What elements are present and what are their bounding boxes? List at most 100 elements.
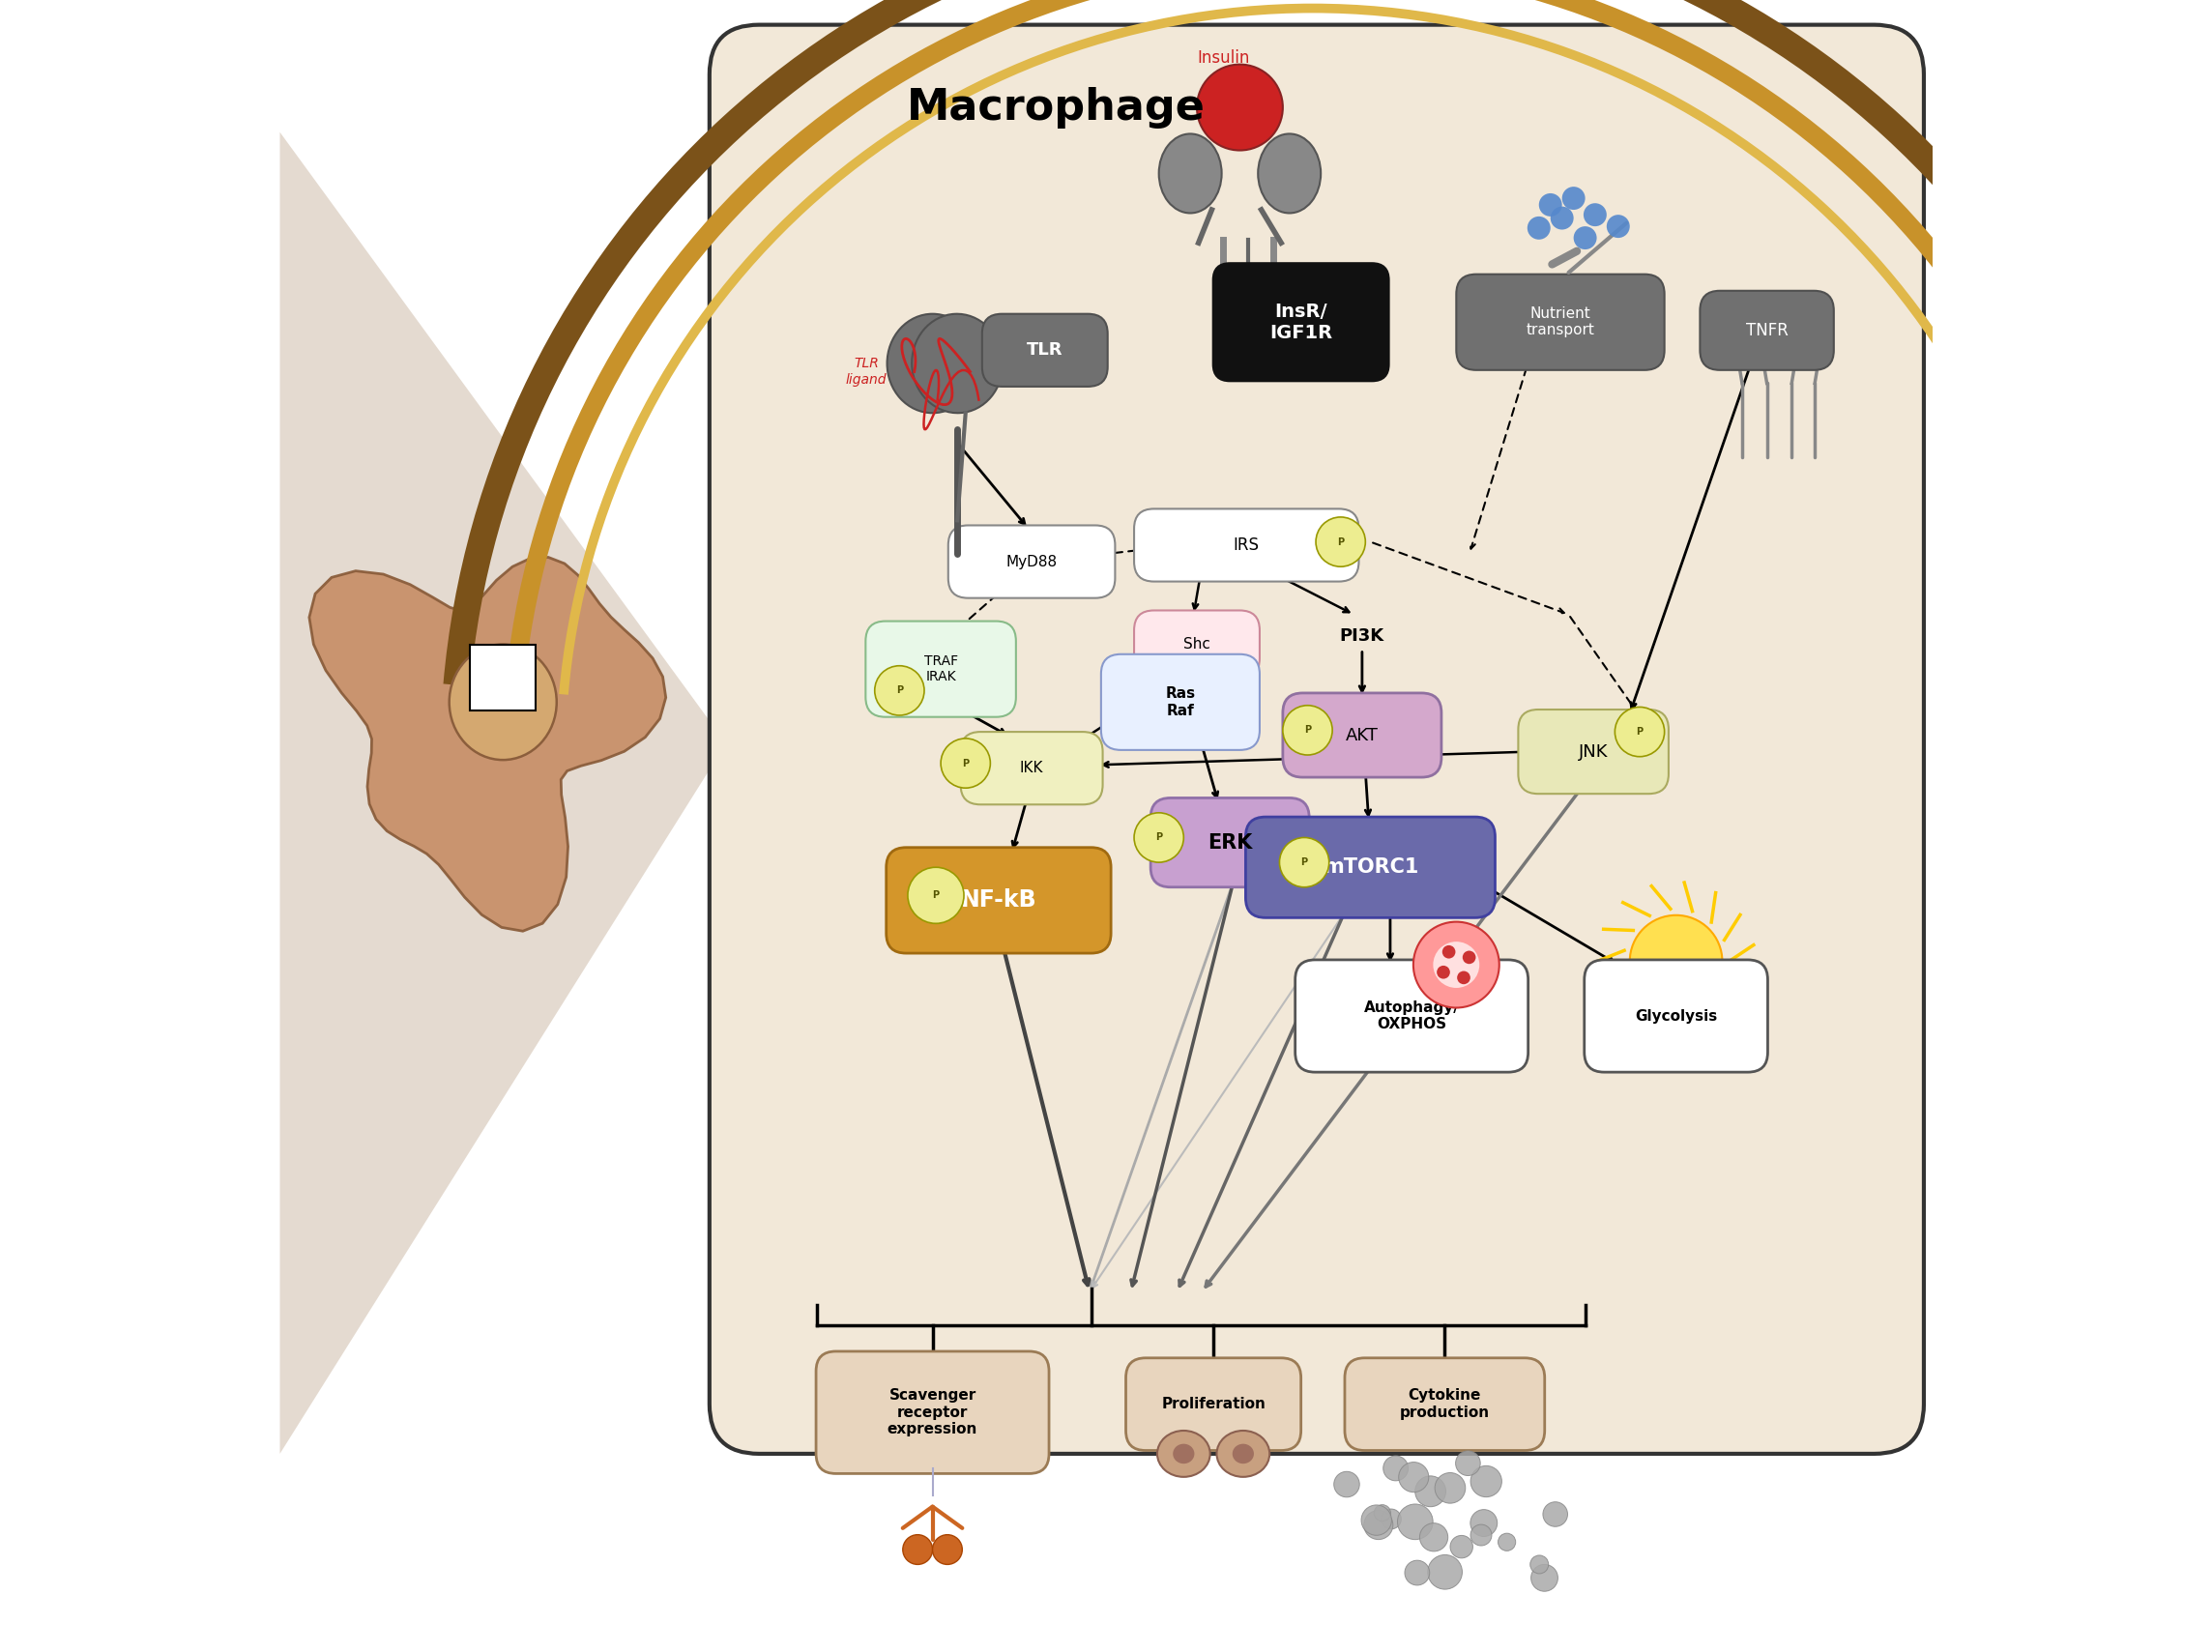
Circle shape xyxy=(1462,952,1475,965)
Text: TRAF
IRAK: TRAF IRAK xyxy=(925,654,958,684)
Circle shape xyxy=(1433,942,1480,988)
Circle shape xyxy=(1420,1523,1449,1551)
Ellipse shape xyxy=(1159,134,1221,213)
FancyBboxPatch shape xyxy=(865,621,1015,717)
Ellipse shape xyxy=(1217,1431,1270,1477)
FancyBboxPatch shape xyxy=(1296,960,1528,1072)
Text: MyD88: MyD88 xyxy=(1006,555,1057,568)
Circle shape xyxy=(940,738,991,788)
Text: NF-kB: NF-kB xyxy=(960,889,1037,912)
Circle shape xyxy=(1531,1564,1557,1591)
Circle shape xyxy=(1458,971,1471,985)
FancyBboxPatch shape xyxy=(710,25,1924,1454)
Ellipse shape xyxy=(449,644,557,760)
Text: P: P xyxy=(1305,725,1312,735)
Circle shape xyxy=(1606,215,1630,238)
Text: P: P xyxy=(1301,857,1307,867)
Circle shape xyxy=(1279,838,1329,887)
Circle shape xyxy=(1197,64,1283,150)
Circle shape xyxy=(1360,1505,1391,1535)
FancyBboxPatch shape xyxy=(949,525,1115,598)
Text: P: P xyxy=(962,758,969,768)
FancyBboxPatch shape xyxy=(469,644,535,710)
FancyBboxPatch shape xyxy=(1701,291,1834,370)
Circle shape xyxy=(1471,1525,1491,1546)
Circle shape xyxy=(902,1535,933,1564)
Circle shape xyxy=(1455,1450,1480,1475)
Text: Macrophage: Macrophage xyxy=(907,86,1206,129)
Circle shape xyxy=(1405,1561,1429,1586)
Text: TLR: TLR xyxy=(1026,342,1064,358)
Circle shape xyxy=(1427,1555,1462,1589)
Circle shape xyxy=(1416,1475,1447,1507)
FancyBboxPatch shape xyxy=(1245,818,1495,919)
FancyBboxPatch shape xyxy=(1135,509,1358,582)
Text: InsR/
IGF1R: InsR/ IGF1R xyxy=(1270,302,1332,342)
FancyBboxPatch shape xyxy=(1283,692,1442,776)
Circle shape xyxy=(1382,1455,1409,1480)
Text: Ras
Raf: Ras Raf xyxy=(1166,687,1194,717)
Polygon shape xyxy=(281,132,726,1454)
Text: P: P xyxy=(1637,727,1644,737)
Circle shape xyxy=(1562,187,1586,210)
Circle shape xyxy=(1526,216,1551,240)
Text: P: P xyxy=(1338,537,1345,547)
Circle shape xyxy=(1615,707,1663,757)
Text: P: P xyxy=(933,890,940,900)
Text: mTORC1: mTORC1 xyxy=(1323,857,1418,877)
Text: Glycolysis: Glycolysis xyxy=(1635,1009,1717,1023)
Text: Autophagy/
OXPHOS: Autophagy/ OXPHOS xyxy=(1365,1001,1460,1031)
FancyBboxPatch shape xyxy=(1150,798,1310,887)
Text: ERK: ERK xyxy=(1208,833,1252,852)
Circle shape xyxy=(1540,193,1562,216)
Circle shape xyxy=(1584,203,1606,226)
FancyBboxPatch shape xyxy=(1584,960,1767,1072)
Circle shape xyxy=(1630,915,1723,1008)
Circle shape xyxy=(1380,1508,1400,1530)
Ellipse shape xyxy=(887,314,978,413)
FancyBboxPatch shape xyxy=(1214,263,1389,380)
Text: Insulin: Insulin xyxy=(1197,50,1250,66)
Circle shape xyxy=(1442,945,1455,958)
Ellipse shape xyxy=(1157,1431,1210,1477)
Text: Scavenger
receptor
expression: Scavenger receptor expression xyxy=(887,1388,978,1437)
Circle shape xyxy=(1436,1472,1464,1503)
Text: IKK: IKK xyxy=(1020,762,1044,775)
Text: Proliferation: Proliferation xyxy=(1161,1398,1265,1411)
Ellipse shape xyxy=(1172,1444,1194,1464)
Circle shape xyxy=(1471,1465,1502,1497)
Circle shape xyxy=(1374,1505,1391,1521)
Circle shape xyxy=(933,1535,962,1564)
Polygon shape xyxy=(310,557,666,932)
Text: JNK: JNK xyxy=(1579,743,1608,760)
Circle shape xyxy=(1398,1462,1429,1492)
Circle shape xyxy=(1334,1472,1360,1497)
Circle shape xyxy=(1544,1502,1568,1526)
Text: P: P xyxy=(896,686,902,695)
Circle shape xyxy=(1135,813,1183,862)
FancyBboxPatch shape xyxy=(1135,610,1259,677)
Text: AKT: AKT xyxy=(1345,727,1378,743)
FancyBboxPatch shape xyxy=(1455,274,1663,370)
Circle shape xyxy=(1498,1533,1515,1551)
Circle shape xyxy=(1316,517,1365,567)
FancyBboxPatch shape xyxy=(887,847,1110,953)
FancyBboxPatch shape xyxy=(1102,654,1259,750)
FancyBboxPatch shape xyxy=(1345,1358,1544,1450)
Circle shape xyxy=(1573,226,1597,249)
Circle shape xyxy=(1413,922,1500,1008)
Text: TLR
ligand: TLR ligand xyxy=(845,357,887,387)
Text: Shc: Shc xyxy=(1183,638,1210,651)
Circle shape xyxy=(1283,705,1332,755)
Circle shape xyxy=(874,666,925,715)
Circle shape xyxy=(1365,1510,1394,1540)
FancyBboxPatch shape xyxy=(982,314,1108,387)
Text: Cytokine
production: Cytokine production xyxy=(1400,1389,1489,1419)
Circle shape xyxy=(1551,206,1573,230)
Ellipse shape xyxy=(1259,134,1321,213)
FancyBboxPatch shape xyxy=(1126,1358,1301,1450)
Text: IRS: IRS xyxy=(1234,537,1259,553)
Text: PI3K: PI3K xyxy=(1340,628,1385,644)
Circle shape xyxy=(1451,1535,1473,1558)
Text: Nutrient
transport: Nutrient transport xyxy=(1526,307,1595,337)
